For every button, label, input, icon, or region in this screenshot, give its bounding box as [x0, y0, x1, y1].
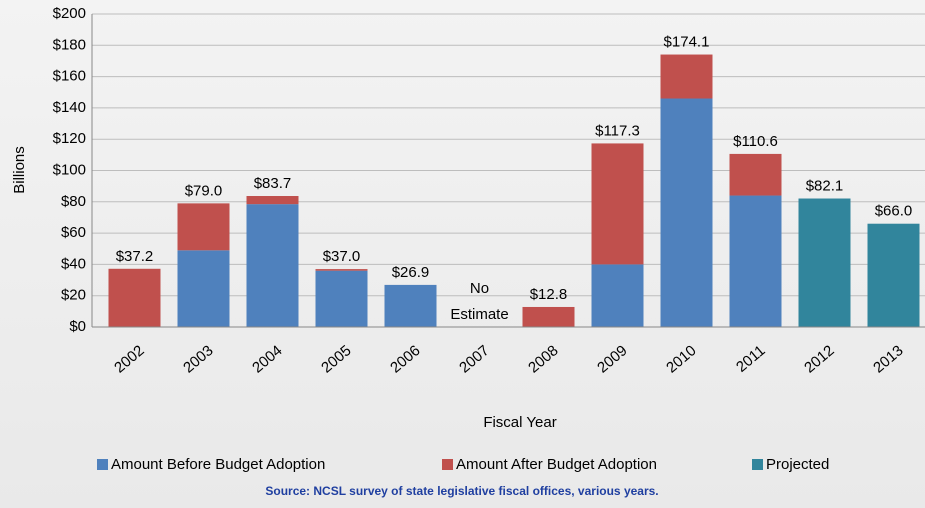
bar-segment [798, 198, 851, 327]
x-tick-label: 2008 [525, 342, 561, 376]
bar-segment [867, 223, 920, 327]
y-tick-label: $60 [61, 224, 86, 241]
y-tick-label: $140 [53, 99, 86, 116]
x-tick-label: 2003 [180, 342, 216, 376]
y-tick-label: $100 [53, 161, 86, 178]
total-label: $66.0 [875, 203, 913, 220]
x-tick-label: 2012 [801, 342, 837, 376]
y-tick-label: $160 [53, 68, 86, 85]
total-label: $37.0 [323, 248, 361, 265]
y-tick-label: $20 [61, 287, 86, 304]
bar-segment [729, 195, 782, 327]
total-label: $83.7 [254, 175, 292, 192]
total-label: No Estimate [450, 280, 508, 323]
x-axis-title: Fiscal Year [483, 414, 556, 431]
x-tick-label: 2013 [870, 342, 906, 376]
bar-segment [315, 269, 368, 271]
legend-label: Amount After Budget Adoption [456, 456, 657, 473]
bar-segment [177, 203, 230, 251]
y-tick-label: $120 [53, 130, 86, 147]
total-label: $117.3 [595, 122, 640, 139]
bar-segment [522, 306, 575, 327]
bar-segment [729, 153, 782, 196]
bar-segment [591, 143, 644, 265]
legend-swatch [442, 459, 453, 470]
bar-segment [108, 268, 161, 327]
bar-segment [246, 204, 299, 327]
x-tick-label: 2009 [594, 342, 630, 376]
y-tick-label: $40 [61, 255, 86, 272]
bar-segment [177, 250, 230, 327]
x-tick-label: 2005 [318, 342, 354, 376]
y-tick-label: $80 [61, 193, 86, 210]
x-tick-label: 2007 [456, 342, 492, 376]
bar-segment [246, 196, 299, 205]
source-note: Source: NCSL survey of state legislative… [265, 484, 658, 498]
legend-label: Projected [766, 456, 829, 473]
total-label: $12.8 [530, 286, 568, 303]
x-tick-label: 2011 [733, 342, 769, 376]
bar-segment [660, 98, 713, 327]
bar-segment [315, 270, 368, 327]
bar-segment [384, 284, 437, 327]
bar-segment [591, 264, 644, 327]
total-label: $79.0 [185, 182, 223, 199]
x-tick-label: 2002 [111, 342, 147, 376]
legend-swatch [752, 459, 763, 470]
y-tick-label: $200 [53, 5, 86, 22]
y-tick-label: $180 [53, 36, 86, 53]
total-label: $37.2 [116, 248, 154, 265]
total-label: $174.1 [664, 34, 710, 51]
total-label: $110.6 [733, 133, 778, 150]
total-label: $26.9 [392, 264, 430, 281]
x-tick-label: 2006 [387, 342, 423, 376]
total-label: $82.1 [806, 177, 844, 194]
y-tick-label: $0 [69, 318, 86, 335]
legend-label: Amount Before Budget Adoption [111, 456, 325, 473]
x-tick-label: 2010 [663, 342, 699, 376]
bar-segment [660, 54, 713, 99]
y-axis-title: Billions [11, 146, 28, 194]
legend-swatch [97, 459, 108, 470]
x-tick-label: 2004 [249, 342, 285, 376]
